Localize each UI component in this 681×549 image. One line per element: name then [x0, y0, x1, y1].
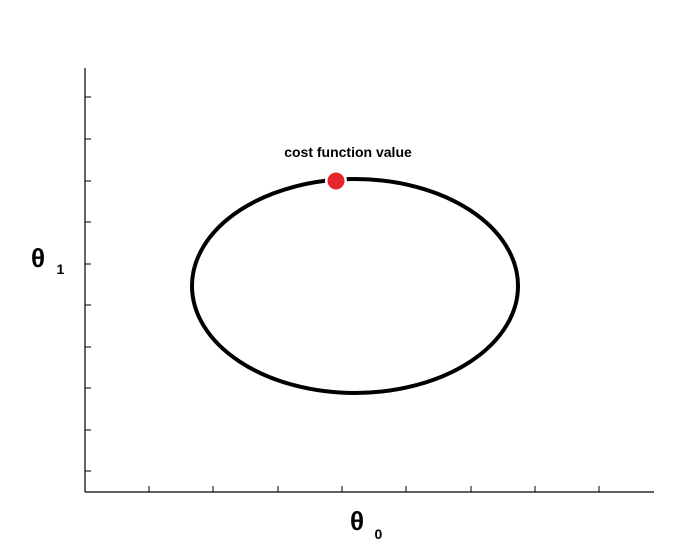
cost-function-annotation: cost function value	[284, 144, 412, 160]
y-axis-subscript: 1	[57, 261, 65, 277]
y-axis-symbol: θ	[31, 243, 45, 273]
x-axis-subscript: 0	[375, 526, 383, 542]
x-axis-label: θ 0	[350, 506, 383, 542]
y-axis-ticks	[85, 96, 91, 472]
x-axis-symbol: θ	[350, 506, 364, 536]
x-axis-ticks	[148, 486, 600, 492]
cost-contour-ellipse	[190, 177, 520, 395]
y-axis-label: θ 1	[31, 243, 65, 277]
cost-point-marker	[327, 172, 345, 190]
